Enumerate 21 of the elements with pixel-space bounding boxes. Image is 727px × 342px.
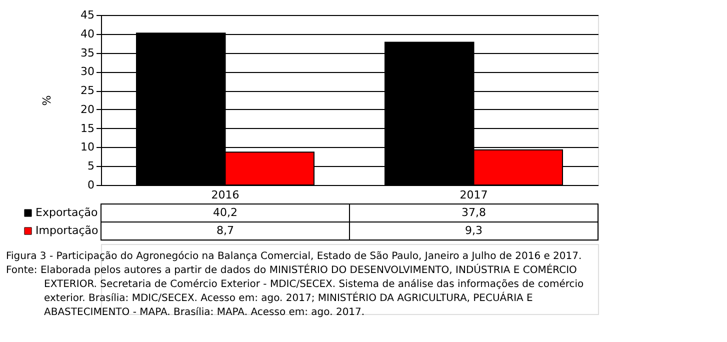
y-tick-label: 40 bbox=[80, 27, 94, 40]
x-tick-label: 2016 bbox=[211, 188, 240, 202]
y-tick-label: 5 bbox=[88, 160, 94, 173]
y-tick-label: 10 bbox=[80, 140, 94, 154]
y-tick-label: 45 bbox=[80, 8, 94, 22]
data-label: 8,7 bbox=[216, 224, 234, 237]
legend-label: Exportação bbox=[36, 206, 98, 219]
y-tick-label: 25 bbox=[80, 84, 94, 98]
data-label: 9,3 bbox=[465, 224, 482, 237]
data-label: 37,8 bbox=[462, 206, 486, 219]
x-tick-label: 2017 bbox=[460, 188, 488, 202]
y-axis-title: % bbox=[40, 95, 53, 106]
y-tick-label: 15 bbox=[80, 122, 94, 135]
source-note: Fonte: Elaborada pelos autores a partir de dados do MINISTÉRIO DO DESENVOLVIMENTO, INDÚSTRIA E COMÉRCIO EXTERIOR. Secretaria de Comércio Exterior - MDIC/SECEX. Sistema de análise das informações de comércio exterior. Brasília: MDIC/SECEX. Acesso em: ago. 2017; MINISTÉRIO DA AGRICULTURA, PECUÁRIA E ABASTECIMENTO - MAPA. Brasília: MAPA. Acesso em: ago. 2017. bbox=[6, 263, 584, 318]
y-tick-label: 0 bbox=[88, 178, 94, 192]
y-tick-label: 20 bbox=[80, 102, 94, 116]
legend-label: Importação bbox=[36, 224, 99, 237]
y-tick-label: 35 bbox=[80, 46, 94, 60]
data-label: 40,2 bbox=[213, 206, 238, 219]
y-tick-label: 30 bbox=[80, 65, 94, 78]
text: Figura 3 - Participação do Agronegócio na Balança Comercial, Estado de São Paulo, Janeiro a Julho de 2016 e 2017. bbox=[6, 251, 582, 262]
